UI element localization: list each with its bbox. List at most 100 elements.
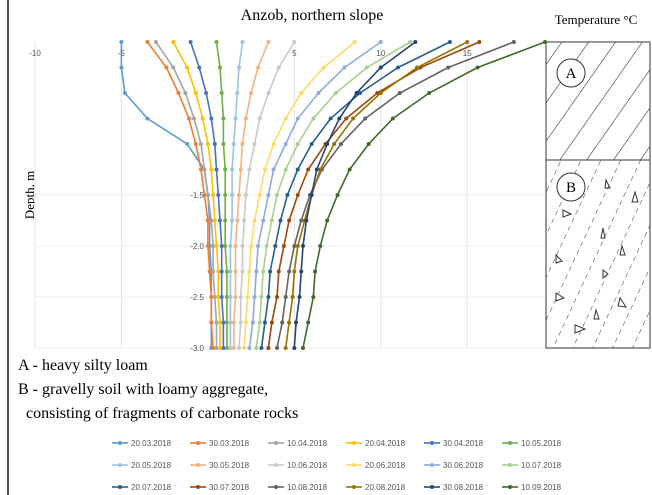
legend-item: 20.03.2018 [112,439,172,448]
data-point [122,91,127,95]
data-point [231,320,236,325]
data-point [217,218,222,223]
data-point [221,142,226,146]
legend-label: 30.08.2018 [443,483,484,492]
legend-label: 10.06.2018 [287,461,328,470]
legend-item: 10.05.2018 [502,439,562,448]
legend-item: 10.07.2018 [502,461,562,470]
data-point [316,91,321,95]
data-point [247,346,252,350]
layer-label: A [566,66,577,82]
legend-marker [118,441,122,445]
series [254,40,413,350]
data-point [477,40,482,44]
data-point [223,218,228,223]
data-point [252,295,257,299]
data-point [247,167,252,172]
x-tick-label: 10 [376,49,385,58]
note: B - gravelly soil with loamy aggregate, [18,381,268,398]
legend-item: 30.04.2018 [424,439,484,448]
data-point [252,142,257,146]
data-point [465,40,470,44]
data-point [413,40,418,44]
data-point [235,218,240,223]
legend-item: 30.05.2018 [190,461,250,470]
data-point [249,91,254,95]
legend-item: 20.08.2018 [346,483,406,492]
data-point [269,320,274,325]
series [300,40,547,350]
data-point [275,295,280,299]
data-point [328,116,333,121]
data-point [228,295,233,299]
data-point [214,244,219,248]
data-point [347,167,352,172]
data-point [396,65,401,70]
data-point [283,295,288,299]
data-point [240,269,245,274]
data-point [325,142,330,146]
data-point [283,167,288,172]
data-point [266,193,271,197]
data-point [221,116,226,121]
legend-marker [274,441,278,445]
data-point [249,244,254,248]
data-point [306,167,311,172]
data-point [275,193,280,197]
data-point [262,320,267,325]
data-point [378,40,383,44]
legend-label: 30.07.2018 [209,483,250,492]
data-point [211,193,216,197]
data-point [219,295,224,299]
data-point [254,269,259,274]
data-point [283,142,288,146]
data-point [378,65,383,70]
data-point [198,142,203,146]
data-point [223,167,228,172]
legend-marker [352,463,356,467]
data-point [332,142,337,146]
data-point [221,346,226,350]
data-point [219,91,224,95]
legend-marker [196,441,200,445]
data-point [211,244,216,248]
legend-label: 10.08.2018 [287,483,328,492]
data-point [185,65,190,70]
data-point [283,116,288,121]
series [259,40,452,350]
data-point [145,116,150,121]
legend-marker [196,485,200,489]
legend-label: 20.03.2018 [131,439,172,448]
data-point [211,269,216,274]
data-point [243,116,248,121]
data-point [242,218,247,223]
data-point [287,320,292,325]
series [154,40,219,350]
legend-marker [352,441,356,445]
data-point [276,65,281,70]
data-point [475,65,480,70]
data-point [292,244,297,248]
data-point [264,244,269,248]
x-tick-label: -10 [29,49,41,58]
data-point [342,65,347,70]
legend-marker [118,463,122,467]
series [228,40,245,350]
data-point [271,167,276,172]
data-point [217,320,222,325]
data-point [447,40,452,44]
legend-item: 10.06.2018 [268,461,328,470]
x-tick-label: 5 [292,49,297,58]
data-point [217,65,222,70]
data-point [223,193,228,197]
legend: 20.03.2018 30.03.2018 10.04.2018 20.04.2018… [112,439,562,492]
data-point [351,116,356,121]
data-point [295,244,300,248]
data-point [209,218,214,223]
data-point [216,269,221,274]
data-point [390,116,395,121]
data-point [192,116,197,121]
data-point [171,40,176,44]
data-point [235,91,240,95]
data-point [205,218,210,223]
